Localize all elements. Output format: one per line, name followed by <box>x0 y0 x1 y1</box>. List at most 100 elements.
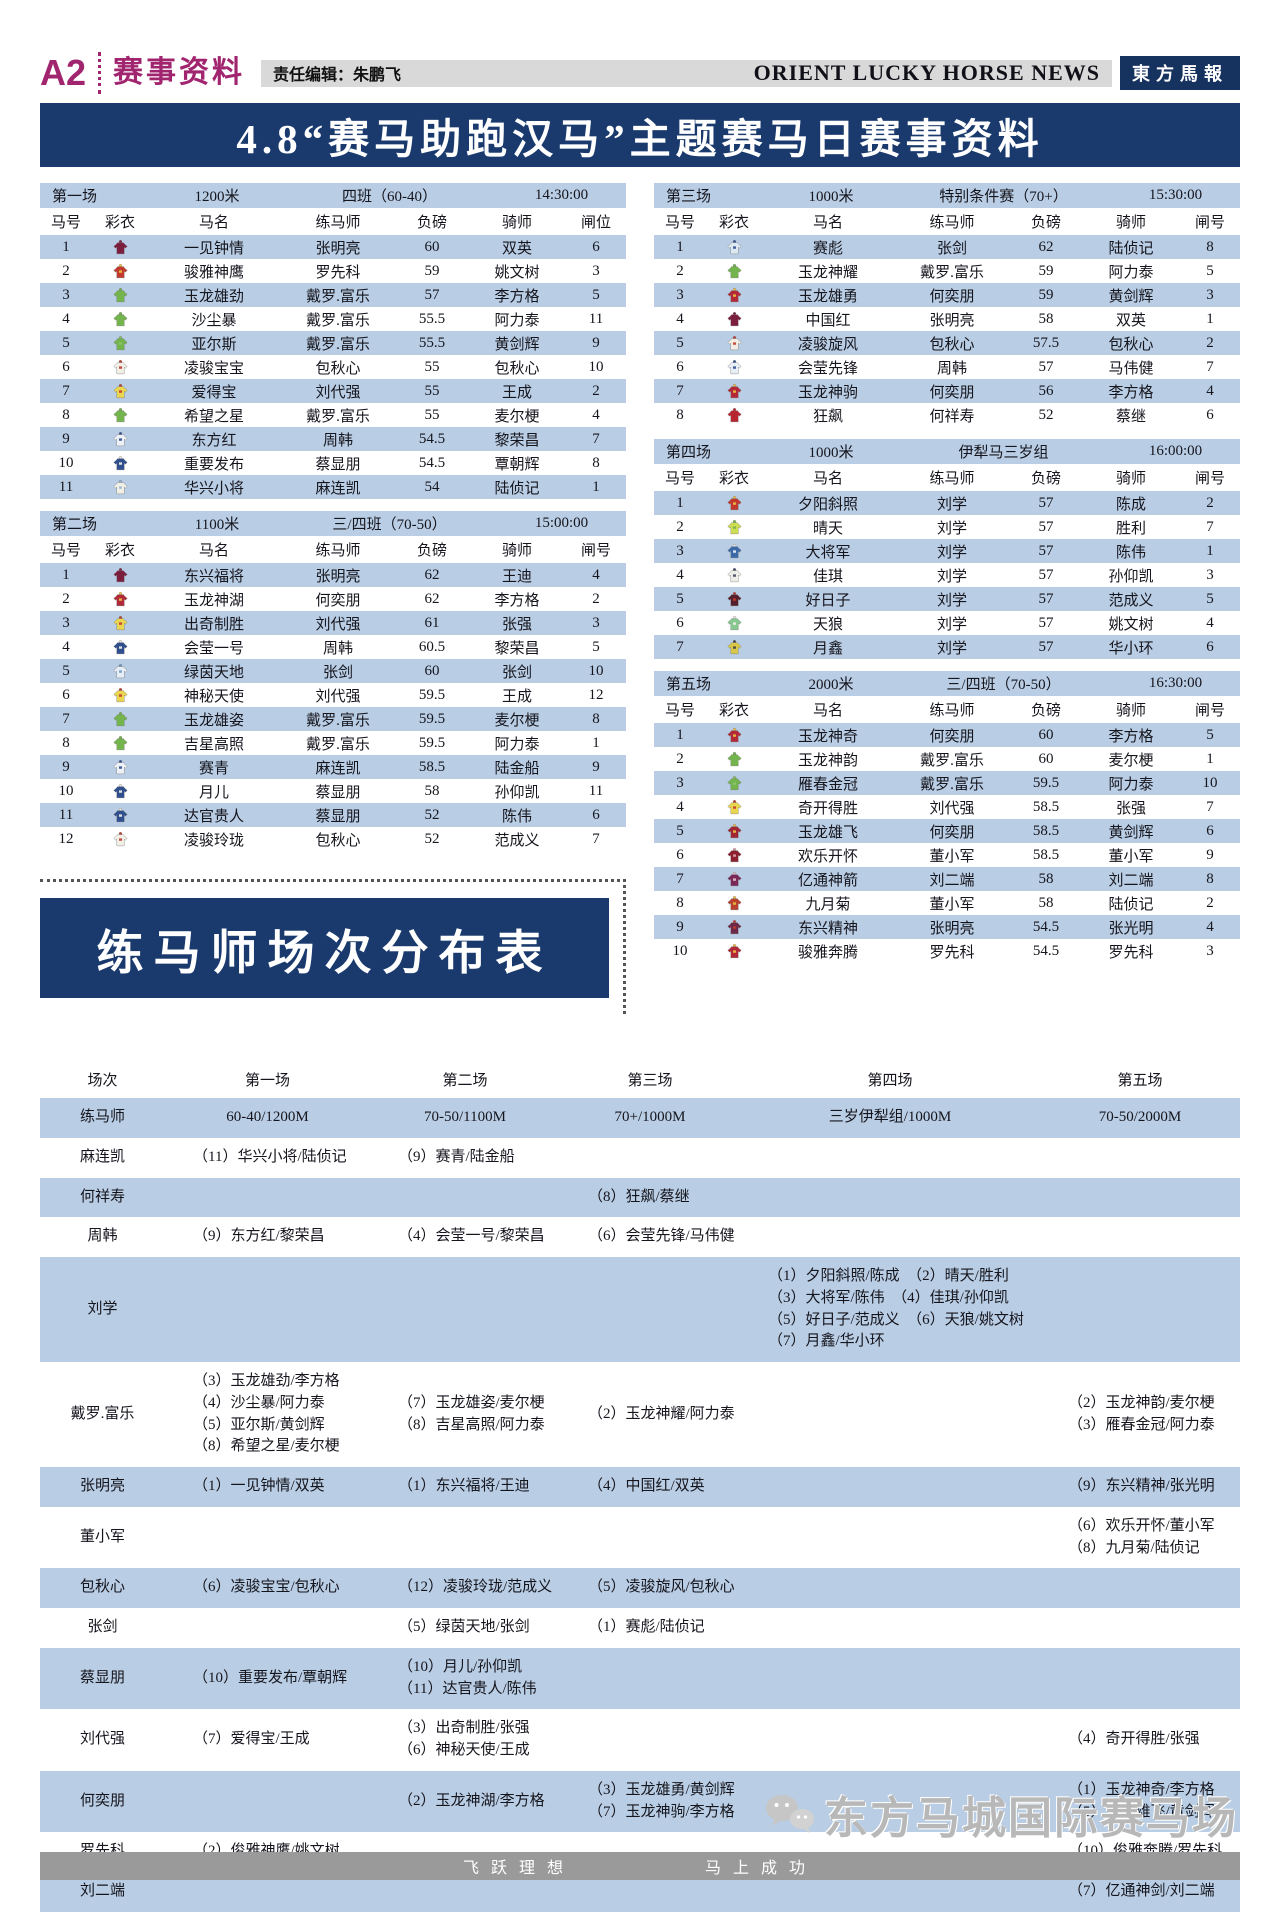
silk-cell <box>706 723 762 747</box>
horse-name: 凌骏宝宝 <box>183 360 244 377</box>
dist-entry: （1）赛彪/陆侦记 <box>588 1619 705 1635</box>
silk-cell <box>92 307 148 331</box>
column-header: 练马师 <box>894 208 1010 235</box>
distribution-header-row: 场次 第一场 第二场 第三场 第四场 第五场 <box>40 1060 1240 1098</box>
silk-cell <box>706 403 762 427</box>
race-mount-4: 第四场 1000米 伊犁马三岁组 16:00:00 马号 彩衣 马名 练马师 负磅 骑师 闸号 1 夕阳… <box>654 439 1240 671</box>
race-entries-cell <box>1040 1138 1240 1178</box>
horse-name: 玉龙雄姿 <box>183 712 244 729</box>
footer-slogan-left: 飞跃理想 <box>462 1860 575 1877</box>
horse-name: 奇开得胜 <box>797 800 858 817</box>
gate-number: 2 <box>592 590 600 607</box>
column-header: 马号 <box>654 696 706 723</box>
silk-cell <box>92 635 148 659</box>
horse-number: 7 <box>676 638 684 655</box>
horse-row: 6 天狼 刘学 57 姚文树 4 <box>654 611 1240 635</box>
jockey-silk-icon <box>112 735 128 750</box>
dist-entry: （4）奇开得胜/张强 <box>1068 1731 1200 1748</box>
horse-name: 神秘天使 <box>183 688 244 705</box>
silk-cell <box>92 283 148 307</box>
jockey-silk-icon <box>726 383 742 398</box>
column-header: 负磅 <box>1010 464 1082 491</box>
silk-cell <box>706 331 762 355</box>
jockey-name: 王成 <box>501 688 532 705</box>
jockey-name: 孙仰凯 <box>494 784 540 801</box>
trainer-name: 何奕朋 <box>929 728 975 745</box>
race-column-headers: 马号 彩衣 马名 练马师 负磅 骑师 闸号 <box>654 464 1240 491</box>
horse-number: 3 <box>676 542 684 559</box>
trainer-name: 刘代强 <box>315 688 361 705</box>
horse-name: 狂飙 <box>812 408 843 425</box>
silk-cell <box>706 491 762 515</box>
silk-cell <box>92 259 148 283</box>
race-entries-cell <box>165 1507 370 1569</box>
horse-row: 1 东兴福将 张明亮 62 王迪 4 <box>40 563 626 587</box>
race-entries-cell <box>1040 1568 1240 1608</box>
horse-row: 5 亚尔斯 戴罗.富乐 55.5 黄剑辉 9 <box>40 331 626 355</box>
dist-entry: （5）玉龙雄飞/黄剑辉 <box>1068 1803 1215 1820</box>
gate-number: 5 <box>1206 262 1214 279</box>
race-entries-cell: （3）玉龙雄勇/黄剑辉 （7）玉龙神驹/李方格 <box>560 1771 740 1833</box>
race-entries-cell <box>740 1507 1040 1569</box>
column-header: 练马师 <box>894 696 1010 723</box>
dist-entry: （1）夕阳斜照/陈成 （2）晴天/胜利 <box>768 1268 1009 1284</box>
horse-row: 7 月鑫 刘学 57 华小环 6 <box>654 635 1240 659</box>
distribution-column-header: 第五场 <box>1117 1072 1163 1089</box>
horse-row: 9 东兴精神 张明亮 54.5 张光明 4 <box>654 915 1240 939</box>
horse-number: 12 <box>58 830 74 847</box>
trainer-name: 刘学 <box>936 640 967 657</box>
trainer-name: 麻连凯 <box>315 480 361 497</box>
horse-number: 1 <box>62 238 70 255</box>
trainer-name: 刘学 <box>936 568 967 585</box>
horse-number: 2 <box>676 750 684 767</box>
horse-row: 4 中国红 张明亮 58 双英 1 <box>654 307 1240 331</box>
silk-cell <box>706 515 762 539</box>
horse-number: 1 <box>676 726 684 743</box>
weight: 54.5 <box>1032 918 1060 935</box>
jockey-silk-icon <box>726 543 742 558</box>
race-mount-5: 第五场 2000米 三/四班（70-50） 16:30:00 马号 彩衣 马名 练马师 负磅 骑师… <box>654 671 1240 975</box>
dist-entry: （1）一见钟情/双英 <box>193 1478 325 1494</box>
column-header: 马名 <box>762 208 894 235</box>
distribution-column-header: 场次 <box>87 1072 118 1089</box>
horse-name: 玉龙雄劲 <box>183 288 244 305</box>
jockey-silk-icon <box>112 455 128 470</box>
wechat-icon <box>766 1795 814 1833</box>
trainer-name: 周韩 <box>87 1228 118 1245</box>
horse-number: 3 <box>676 774 684 791</box>
trainer-name: 麻连凯 <box>315 760 361 777</box>
jockey-silk-icon <box>112 711 128 726</box>
race-section: 第二场 1100米 三/四班（70-50） 15:00:00 马号 彩衣 马名 练马师 负磅 骑师… <box>40 511 626 851</box>
weight: 57.5 <box>1032 334 1060 351</box>
horse-number: 11 <box>58 478 74 495</box>
trainer-name: 刘代强 <box>315 616 361 633</box>
dist-entry: （5）绿茵天地/张剑 <box>398 1619 530 1635</box>
race-distance: 1100米 <box>194 517 240 533</box>
dist-entry: （6）神秘天使/王成 <box>398 1742 530 1758</box>
column-header: 骑师 <box>468 536 566 563</box>
column-header-row: 马号 彩衣 马名 练马师 负磅 骑师 闸号 <box>654 464 1240 491</box>
trainer-name: 何奕朋 <box>929 384 975 401</box>
dist-entry: （9）赛青/陆金船 <box>398 1148 515 1165</box>
silk-cell <box>706 283 762 307</box>
horse-number: 10 <box>672 942 688 959</box>
race-rows: 1 一见钟情 张明亮 60 双英 6 2 骏雅神鹰 罗先科 59 姚文树 3 3 玉龙雄劲 戴罗.富乐 57 李… <box>40 235 626 499</box>
jockey-silk-icon <box>726 359 742 374</box>
weight: 55.5 <box>418 334 446 351</box>
jockey-name: 华小环 <box>1108 640 1154 657</box>
distribution-column-header: 第四场 <box>867 1072 913 1089</box>
jockey-name: 包秋心 <box>494 360 540 377</box>
race-entries-cell: （1）夕阳斜照/陈成 （2）晴天/胜利 （3）大将军/陈伟 （4）佳琪/孙仰凯 （5… <box>740 1257 1040 1362</box>
horse-number: 3 <box>62 614 70 631</box>
race-column-headers: 马号 彩衣 马名 练马师 负磅 骑师 闸号 <box>654 208 1240 235</box>
silk-cell <box>92 803 148 827</box>
race-entries-cell <box>560 1257 740 1362</box>
race-entries-cell: 70-50/2000M <box>1040 1098 1240 1138</box>
horse-name: 东方红 <box>191 432 237 449</box>
weight: 58 <box>1038 870 1054 887</box>
horse-number: 2 <box>676 518 684 535</box>
weight: 54.5 <box>418 454 446 471</box>
horse-number: 1 <box>676 494 684 511</box>
race-distance: 1000米 <box>808 189 854 205</box>
masthead-divider <box>98 52 102 94</box>
